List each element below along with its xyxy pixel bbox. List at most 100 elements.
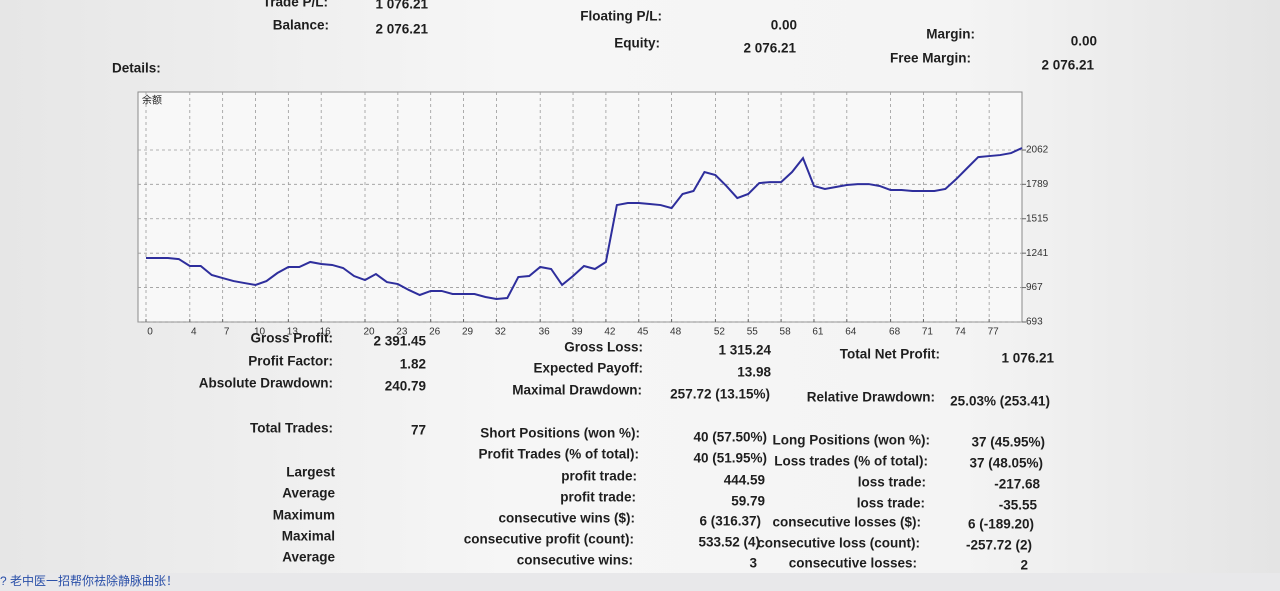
x-tick-label: 10 <box>254 327 266 338</box>
news-link[interactable]: ? 老中医一招帮你祛除静脉曲张！ <box>0 573 178 588</box>
y-tick-label: 1515 <box>1026 213 1049 224</box>
x-tick-label: 39 <box>571 327 583 338</box>
stat-label: Total Trades: <box>250 421 333 436</box>
x-tick-label: 13 <box>287 327 299 338</box>
stat-value: 59.79 <box>731 494 765 509</box>
stat-label: loss trade: <box>857 496 925 511</box>
header-value: 1 076.21 <box>375 0 428 12</box>
y-tick-label: 2062 <box>1026 145 1049 156</box>
x-tick-label: 42 <box>604 327 616 338</box>
stat-value: 444.59 <box>724 473 765 488</box>
stat-label: consecutive wins: <box>517 553 633 568</box>
stat-label: Profit Trades (% of total): <box>478 447 639 462</box>
stat-label: Profit Factor: <box>248 354 333 369</box>
stat-label: Expected Payoff: <box>533 361 643 376</box>
stat-value: 2 391.45 <box>373 334 426 349</box>
x-tick-label: 45 <box>637 327 649 338</box>
y-tick-label: 1241 <box>1026 248 1049 259</box>
header-label: Free Margin: <box>890 51 971 66</box>
stat-label: Total Net Profit: <box>840 347 940 362</box>
header-label: Floating P/L: <box>580 9 662 24</box>
stat-value: -35.55 <box>999 498 1038 513</box>
y-tick-label: 693 <box>1026 317 1043 328</box>
x-tick-label: 61 <box>812 327 824 338</box>
x-tick-label: 36 <box>539 327 551 338</box>
stat-label: profit trade: <box>561 469 637 484</box>
x-tick-label: 58 <box>780 327 792 338</box>
stat-value: 77 <box>411 423 426 438</box>
x-tick-label: 4 <box>191 327 197 338</box>
y-tick-label: 1789 <box>1026 179 1049 190</box>
stat-label: consecutive losses: <box>789 556 917 571</box>
chart-frame <box>137 91 1023 323</box>
x-tick-label: 16 <box>320 327 332 338</box>
header-label: Balance: <box>273 18 329 33</box>
x-tick-label: 29 <box>462 327 474 338</box>
stat-label: Short Positions (won %): <box>480 426 640 441</box>
stat-value: 25.03% (253.41) <box>950 394 1050 409</box>
stat-value: -257.72 (2) <box>966 538 1032 553</box>
x-tick-label: 23 <box>396 327 408 338</box>
stat-value: 533.52 (4) <box>698 535 760 550</box>
x-tick-label: 52 <box>714 327 726 338</box>
details-label: Details: <box>112 61 161 76</box>
header-label: Trade P/L: <box>263 0 328 10</box>
stat-label: consecutive wins ($): <box>498 511 635 526</box>
stat-label: Absolute Drawdown: <box>199 376 333 391</box>
stat-value: 257.72 (13.15%) <box>670 387 770 402</box>
x-tick-label: 32 <box>495 327 507 338</box>
stat-label: Gross Loss: <box>564 340 643 355</box>
header-value: 0.00 <box>1071 34 1097 49</box>
stat-label: Long Positions (won %): <box>773 433 930 448</box>
header-value: 2 076.21 <box>1041 58 1094 73</box>
stat-value: 13.98 <box>737 365 771 380</box>
x-tick-label: 77 <box>988 327 1000 338</box>
stat-label: Maximal <box>282 529 335 544</box>
stat-label: Loss trades (% of total): <box>774 454 928 469</box>
stat-label: consecutive profit (count): <box>464 532 634 547</box>
x-tick-label: 7 <box>224 327 230 338</box>
stat-value: 1 315.24 <box>718 343 771 358</box>
y-tick-label: 967 <box>1026 282 1043 293</box>
header-label: Margin: <box>926 27 975 42</box>
x-tick-label: 74 <box>955 327 967 338</box>
x-tick-label: 0 <box>147 327 153 338</box>
header-value: 2 076.21 <box>743 41 796 56</box>
stat-label: Maximum <box>273 508 335 523</box>
stat-value: 6 (-189.20) <box>968 517 1034 532</box>
balance-line <box>146 147 1023 301</box>
x-tick-label: 26 <box>429 327 441 338</box>
stat-label: profit trade: <box>560 490 636 505</box>
taskbar <box>0 573 1280 591</box>
x-tick-label: 68 <box>889 327 901 338</box>
stat-value: 1.82 <box>400 357 426 372</box>
stat-label: consecutive loss (count): <box>757 536 920 551</box>
stat-label: Maximal Drawdown: <box>512 383 642 398</box>
x-tick-label: 20 <box>363 327 375 338</box>
header-label: Equity: <box>614 36 660 51</box>
header-value: 0.00 <box>771 18 797 33</box>
stat-value: 6 (316.37) <box>699 514 761 529</box>
stat-value: 40 (57.50%) <box>693 430 767 445</box>
stat-value: 40 (51.95%) <box>693 451 767 466</box>
legend-label: 余额 <box>142 94 162 107</box>
stat-label: Gross Profit: <box>250 331 333 346</box>
stat-value: 37 (48.05%) <box>969 456 1043 471</box>
stat-label: Relative Drawdown: <box>807 390 935 405</box>
stat-label: Average <box>282 550 335 565</box>
x-tick-label: 71 <box>922 327 934 338</box>
stat-value: 37 (45.95%) <box>971 435 1045 450</box>
stat-value: 2 <box>1020 558 1028 573</box>
x-tick-label: 64 <box>845 327 857 338</box>
x-tick-label: 55 <box>747 327 759 338</box>
stat-label: consecutive losses ($): <box>772 515 921 530</box>
stat-value: 240.79 <box>385 379 426 394</box>
stat-label: loss trade: <box>858 475 926 490</box>
header-value: 2 076.21 <box>375 22 428 37</box>
stat-value: 1 076.21 <box>1001 351 1054 366</box>
stat-value: -217.68 <box>994 477 1040 492</box>
stat-value: 3 <box>749 556 757 571</box>
x-tick-label: 48 <box>670 327 682 338</box>
stat-label: Largest <box>286 465 335 480</box>
